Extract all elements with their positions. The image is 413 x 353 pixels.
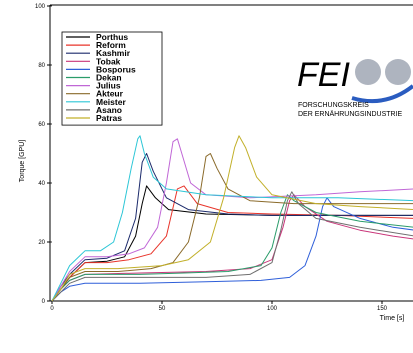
logo-brand: FEI	[297, 56, 350, 94]
plot-frame	[49, 4, 413, 302]
y-tick-label: 100	[35, 4, 46, 10]
fei-logo: FEI FORSCHUNGSKREIS DER ERNÄHRUNGSINDUST…	[297, 56, 413, 118]
y-tick-label: 0	[42, 299, 46, 305]
series-line-akteur	[51, 153, 413, 302]
y-tick-label: 40	[38, 181, 45, 187]
series-line-asano	[51, 191, 413, 302]
legend-label: Tobak	[96, 56, 121, 66]
x-tick-label: 150	[377, 306, 388, 312]
legend-label: Bosporus	[96, 64, 136, 74]
logo-line2: DER ERNÄHRUNGSINDUSTRIE	[298, 110, 403, 118]
x-tick-label: 100	[267, 306, 278, 312]
series-line-dekan	[51, 194, 413, 302]
legend-label: Dekan	[96, 73, 122, 83]
legend-label: Patras	[96, 113, 122, 123]
legend-label: Asano	[96, 105, 122, 115]
series-line-julius	[51, 138, 413, 302]
series-line-kashmir	[51, 153, 413, 302]
legend-label: Kashmir	[96, 48, 131, 58]
logo-line1: FORSCHUNGSKREIS	[298, 102, 369, 109]
y-tick-label: 80	[38, 63, 45, 69]
y-axis-label: Torque [GPU]	[19, 140, 26, 182]
axes: 0 20 40 60 80 100 0 50 100 150 Torque [GPU] Time [s…	[19, 4, 404, 322]
series-line-bosporus	[51, 197, 413, 302]
legend-label: Reform	[96, 40, 126, 50]
legend-label: Julius	[96, 81, 121, 91]
y-tick-label: 60	[38, 122, 45, 128]
x-tick-label: 0	[50, 306, 54, 312]
x-tick-label: 50	[159, 306, 166, 312]
logo-circle-icon	[385, 59, 411, 85]
legend-label: Porthus	[96, 32, 128, 42]
legend: PorthusReformKashmirTobakBosporusDekanJu…	[61, 31, 163, 126]
legend-label: Meister	[96, 97, 126, 107]
series-line-patras	[51, 135, 413, 302]
legend-label: Akteur	[96, 89, 124, 99]
series-line-meister	[51, 135, 413, 302]
series-lines	[51, 135, 413, 302]
series-line-tobak	[51, 194, 413, 302]
y-tick-label: 20	[38, 240, 45, 246]
logo-circle-icon	[355, 59, 381, 85]
x-axis-label: Time [s]	[380, 315, 405, 322]
logo-swoosh-icon	[351, 84, 413, 104]
